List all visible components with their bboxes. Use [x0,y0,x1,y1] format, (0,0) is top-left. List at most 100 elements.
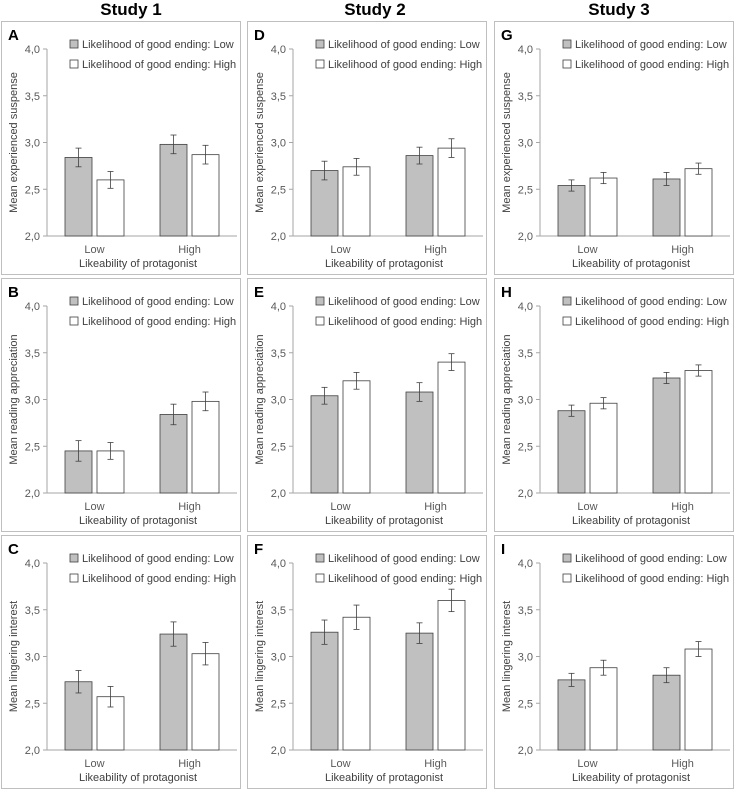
y-tick-label: 3,0 [25,395,40,407]
bar-low-ending-high [652,674,681,751]
panel-letter: E [254,284,264,301]
bar-low-ending-low [557,679,586,751]
bar-high-ending-high [191,400,220,494]
x-axis-title: Likeability of protagonist [79,772,197,784]
x-tick-label: High [178,501,201,513]
panel-e: E 2,0 2,5 3,0 3,5 4,0 Mean reading appreciatio… [247,278,487,532]
bar-low-ending-high [652,377,681,494]
study-1-title: Study 1 [100,0,162,19]
legend-label-low: Likelihood of good ending: Low [328,39,480,51]
panel-letter: H [501,284,512,301]
panel-b: B 2,0 2,5 3,0 3,5 4,0 Mean reading appreciatio… [1,278,241,532]
bar-high-ending-high [684,168,713,237]
legend-swatch-low [315,296,325,306]
legend-label-low: Likelihood of good ending: Low [82,553,234,565]
y-tick-label: 3,5 [271,605,286,617]
y-tick-label: 2,5 [271,698,286,710]
bar-high-ending-high [684,648,713,751]
legend-label-high: Likelihood of good ending: High [575,316,729,328]
bar-low-ending-low [557,410,586,494]
legend-swatch-high [69,316,79,326]
bar-low-ending-high [405,155,434,237]
y-axis-title: Mean reading appreciation [8,334,20,464]
panel-d: D 2,0 2,5 3,0 3,5 4,0 Mean experienced suspens… [247,21,487,275]
y-axis-title: Mean lingering interest [254,601,266,712]
y-tick-label: 4,0 [518,558,533,570]
y-tick-label: 3,0 [25,138,40,150]
bar-high-ending-high [437,361,466,494]
y-tick-label: 4,0 [518,301,533,313]
legend-label-low: Likelihood of good ending: Low [575,296,727,308]
panel-letter: D [254,27,265,44]
y-tick-label: 4,0 [25,301,40,313]
legend-swatch-low [315,39,325,49]
x-tick-label: High [671,758,694,770]
y-axis-title: Mean reading appreciation [254,334,266,464]
bar-high-ending-low [589,177,618,237]
y-tick-label: 3,5 [25,91,40,103]
y-tick-label: 2,0 [518,231,533,243]
x-tick-label: Low [330,244,350,256]
legend-label-high: Likelihood of good ending: High [82,59,236,71]
y-tick-label: 4,0 [25,44,40,56]
legend-label-low: Likelihood of good ending: Low [575,39,727,51]
study-2-title: Study 2 [344,0,406,19]
y-tick-label: 4,0 [518,44,533,56]
y-tick-label: 3,5 [271,348,286,360]
bar-high-ending-high [684,370,713,494]
y-tick-label: 2,5 [518,441,533,453]
y-tick-label: 2,5 [25,184,40,196]
legend-swatch-high [315,573,325,583]
panel-letter: B [8,284,19,301]
bar-low-ending-low [64,157,93,237]
y-tick-label: 3,0 [518,652,533,664]
panel-f: F 2,0 2,5 3,0 3,5 4,0 Mean lingering interest L… [247,535,487,789]
bar-low-ending-high [652,178,681,237]
y-tick-label: 3,0 [518,395,533,407]
bar-low-ending-low [557,185,586,237]
legend-swatch-high [69,573,79,583]
y-tick-label: 2,5 [518,698,533,710]
x-tick-label: Low [577,244,597,256]
y-tick-label: 4,0 [25,558,40,570]
panel-i: I 2,0 2,5 3,0 3,5 4,0 Mean lingering interest L… [494,535,734,789]
x-tick-label: Low [330,758,350,770]
legend-swatch-low [562,39,572,49]
legend-swatch-high [315,316,325,326]
y-tick-label: 2,0 [518,745,533,757]
y-tick-label: 3,5 [518,348,533,360]
x-tick-label: High [671,244,694,256]
y-tick-label: 2,5 [518,184,533,196]
x-tick-label: Low [577,758,597,770]
x-tick-label: High [178,244,201,256]
y-tick-label: 3,0 [271,652,286,664]
legend-label-high: Likelihood of good ending: High [575,59,729,71]
y-tick-label: 4,0 [271,44,286,56]
legend-label-low: Likelihood of good ending: Low [328,553,480,565]
y-axis-title: Mean lingering interest [501,601,513,712]
y-tick-label: 2,0 [25,488,40,500]
legend-label-high: Likelihood of good ending: High [328,59,482,71]
legend-label-high: Likelihood of good ending: High [82,573,236,585]
y-tick-label: 3,0 [271,395,286,407]
panel-g: G 2,0 2,5 3,0 3,5 4,0 Mean experienced suspens… [494,21,734,275]
y-tick-label: 3,0 [271,138,286,150]
y-tick-label: 4,0 [271,301,286,313]
x-tick-label: Low [84,244,104,256]
x-axis-title: Likeability of protagonist [325,515,443,527]
legend-label-low: Likelihood of good ending: Low [328,296,480,308]
panel-letter: A [8,27,19,44]
x-tick-label: High [671,501,694,513]
bar-low-ending-high [405,391,434,494]
y-tick-label: 3,5 [518,91,533,103]
legend-swatch-high [562,59,572,69]
legend-swatch-high [315,59,325,69]
legend-swatch-low [315,553,325,563]
panel-h: H 2,0 2,5 3,0 3,5 4,0 Mean reading appreciatio… [494,278,734,532]
y-axis-title: Mean reading appreciation [501,334,513,464]
y-tick-label: 2,5 [271,441,286,453]
legend-label-high: Likelihood of good ending: High [575,573,729,585]
y-axis-title: Mean experienced suspense [8,72,20,213]
x-tick-label: High [424,244,447,256]
